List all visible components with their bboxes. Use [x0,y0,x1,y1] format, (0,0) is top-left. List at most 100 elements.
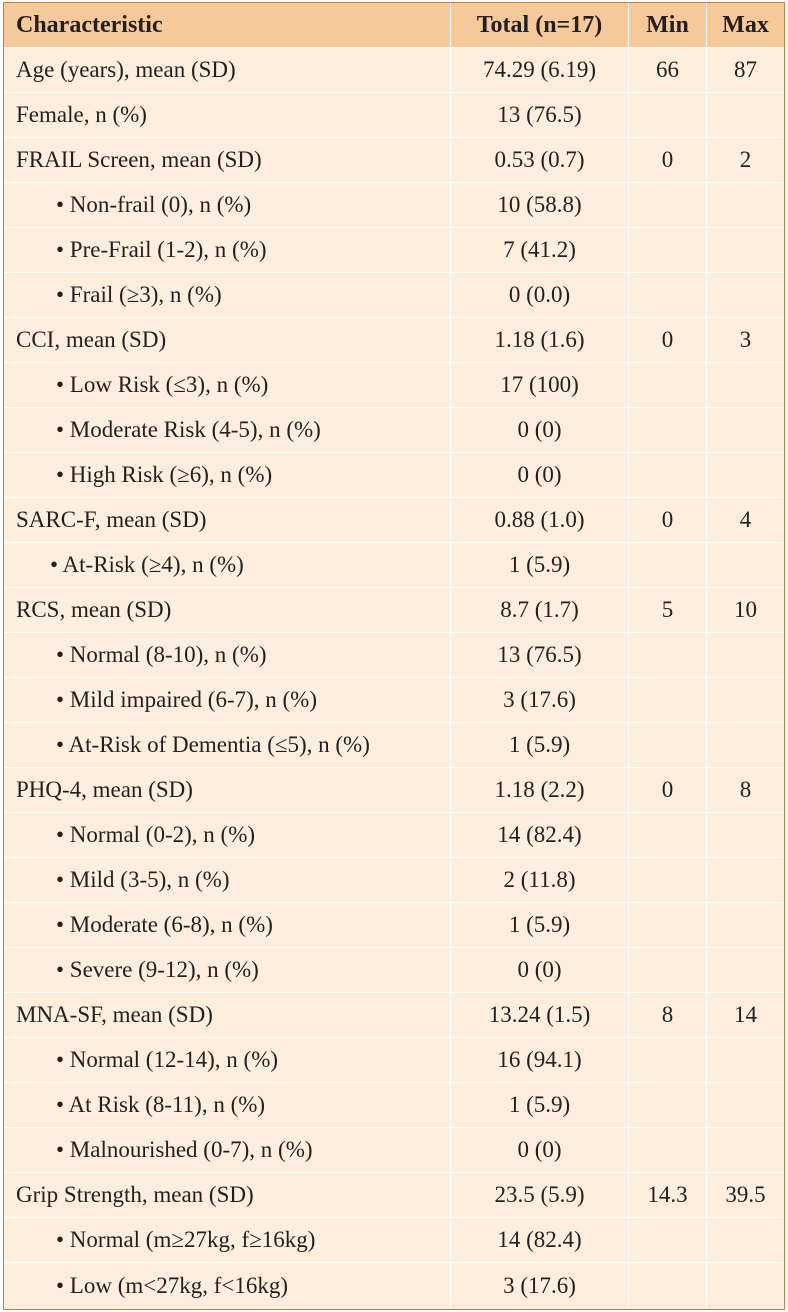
row-min [629,1263,707,1308]
row-max: 8 [739,777,752,802]
row-max [707,903,784,947]
row-label: Grip Strength, mean (SD) [4,1173,451,1217]
row-min: 14.3 [629,1173,707,1217]
row-total: 13.24 (1.5) [451,993,629,1037]
row-min [629,453,707,497]
table-row: • Low (m<27kg, f<16kg) 3 (17.6) [4,1263,784,1308]
row-max: 87 [734,57,757,82]
table-row: • At-Risk of Dementia (≤5), n (%) 1 (5.9) [4,723,784,768]
row-max [707,1128,784,1172]
row-total: 0 (0) [451,453,629,497]
row-min [629,723,707,767]
row-label: • Normal (m≥27kg, f≥16kg) [4,1218,451,1262]
row-total: 1 (5.9) [451,903,629,947]
row-total: 14 (82.4) [451,1218,629,1262]
row-min [629,1128,707,1172]
row-max [707,543,784,587]
table-header-row: Characteristic Total (n=17) Min Max [4,3,784,48]
row-min: 5 [629,588,707,632]
row-min: 0 [629,498,707,542]
row-total: 1.18 (1.6) [451,318,629,362]
row-max: 39.5 [725,1182,766,1207]
table-row: RCS, mean (SD) 8.7 (1.7) 5 10 [4,588,784,633]
row-min [629,93,707,137]
row-total: 23.5 (5.9) [451,1173,629,1217]
row-total: 8.7 (1.7) [451,588,629,632]
row-total: 13 (76.5) [451,633,629,677]
table-row: • At Risk (8-11), n (%) 1 (5.9) [4,1083,784,1128]
row-total: 7 (41.2) [451,228,629,272]
row-label: PHQ-4, mean (SD) [4,768,451,812]
row-max [707,453,784,497]
row-label: • At Risk (8-11), n (%) [4,1083,451,1127]
row-label: Female, n (%) [4,93,451,137]
table-row: • At-Risk (≥4), n (%) 1 (5.9) [4,543,784,588]
row-min: 8 [629,993,707,1037]
row-total: 0.53 (0.7) [451,138,629,182]
row-label: • Moderate Risk (4-5), n (%) [4,408,451,452]
row-min [629,948,707,992]
row-label: RCS, mean (SD) [4,588,451,632]
row-min [629,408,707,452]
row-label: • At-Risk (≥4), n (%) [4,543,451,587]
row-max [707,228,784,272]
row-label: • Frail (≥3), n (%) [4,273,451,317]
row-label: • Malnourished (0-7), n (%) [4,1128,451,1172]
row-total: 14 (82.4) [451,813,629,857]
table-row: • Mild impaired (6-7), n (%) 3 (17.6) [4,678,784,723]
table-row: FRAIL Screen, mean (SD) 0.53 (0.7) 0 2 [4,138,784,183]
row-max [707,678,784,722]
row-min: 0 [629,138,707,182]
row-label: • Low (m<27kg, f<16kg) [4,1263,451,1308]
row-max [707,363,784,407]
row-max [707,1083,784,1127]
table-row: • Malnourished (0-7), n (%) 0 (0) [4,1128,784,1173]
table-row: • Severe (9-12), n (%) 0 (0) [4,948,784,993]
header-min: Min [629,3,707,47]
row-total: 3 (17.6) [451,678,629,722]
row-label: Age (years), mean (SD) [4,48,451,92]
row-label: • At-Risk of Dementia (≤5), n (%) [4,723,451,767]
table-row: • High Risk (≥6), n (%) 0 (0) [4,453,784,498]
row-min [629,183,707,227]
row-total: 0 (0) [451,1128,629,1172]
header-max: Max [722,11,769,38]
table-row: • Normal (m≥27kg, f≥16kg) 14 (82.4) [4,1218,784,1263]
row-min [629,273,707,317]
header-characteristic: Characteristic [4,3,451,47]
row-total: 74.29 (6.19) [451,48,629,92]
row-label: • Moderate (6-8), n (%) [4,903,451,947]
table-row: • Moderate (6-8), n (%) 1 (5.9) [4,903,784,948]
table-row: PHQ-4, mean (SD) 1.18 (2.2) 0 8 [4,768,784,813]
row-total: 16 (94.1) [451,1038,629,1082]
row-max [707,408,784,452]
row-label: • Normal (0-2), n (%) [4,813,451,857]
row-max: 2 [739,147,752,172]
row-label: • Mild (3-5), n (%) [4,858,451,902]
row-max [707,1218,784,1262]
table-row: • Non-frail (0), n (%) 10 (58.8) [4,183,784,228]
row-min [629,858,707,902]
row-min [629,1038,707,1082]
row-total: 0 (0.0) [451,273,629,317]
row-label: • Mild impaired (6-7), n (%) [4,678,451,722]
row-total: 1.18 (2.2) [451,768,629,812]
table-row: • Normal (8-10), n (%) 13 (76.5) [4,633,784,678]
row-min [629,1083,707,1127]
table-row: • Pre-Frail (1-2), n (%) 7 (41.2) [4,228,784,273]
row-label: • Normal (8-10), n (%) [4,633,451,677]
table-row: • Low Risk (≤3), n (%) 17 (100) [4,363,784,408]
row-max [707,273,784,317]
row-max [707,813,784,857]
row-min [629,903,707,947]
table-row: CCI, mean (SD) 1.18 (1.6) 0 3 [4,318,784,363]
row-total: 2 (11.8) [451,858,629,902]
row-min: 0 [629,318,707,362]
row-min [629,1218,707,1262]
row-min [629,543,707,587]
table-row: SARC-F, mean (SD) 0.88 (1.0) 0 4 [4,498,784,543]
row-max [707,1263,784,1308]
row-total: 1 (5.9) [451,1083,629,1127]
row-max: 14 [734,1002,757,1027]
table-row: • Moderate Risk (4-5), n (%) 0 (0) [4,408,784,453]
